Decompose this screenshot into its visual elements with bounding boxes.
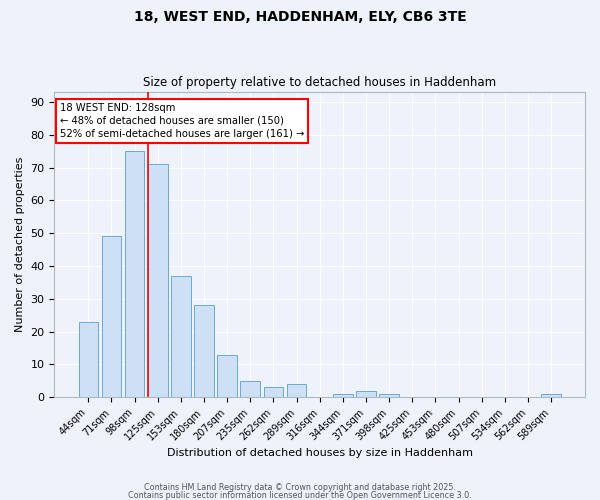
Bar (356, 390, 376, 398)
Bar (379, 394, 399, 398)
Bar (148, 164, 167, 398)
Bar (125, 151, 145, 398)
Bar (263, 388, 283, 398)
Bar (101, 236, 121, 398)
X-axis label: Distribution of detached houses by size in Haddenham: Distribution of detached houses by size … (167, 448, 473, 458)
Title: Size of property relative to detached houses in Haddenham: Size of property relative to detached ho… (143, 76, 496, 90)
Text: 18, WEST END, HADDENHAM, ELY, CB6 3TE: 18, WEST END, HADDENHAM, ELY, CB6 3TE (134, 10, 466, 24)
Bar (217, 354, 237, 398)
Bar (241, 381, 260, 398)
Bar (333, 394, 353, 398)
Bar (79, 322, 98, 398)
Bar (194, 306, 214, 398)
Bar (171, 276, 191, 398)
Bar (287, 384, 307, 398)
Text: 18 WEST END: 128sqm
← 48% of detached houses are smaller (150)
52% of semi-detac: 18 WEST END: 128sqm ← 48% of detached ho… (60, 102, 304, 139)
Y-axis label: Number of detached properties: Number of detached properties (15, 157, 25, 332)
Text: Contains HM Land Registry data © Crown copyright and database right 2025.: Contains HM Land Registry data © Crown c… (144, 484, 456, 492)
Text: Contains public sector information licensed under the Open Government Licence 3.: Contains public sector information licen… (128, 490, 472, 500)
Bar (541, 394, 561, 398)
